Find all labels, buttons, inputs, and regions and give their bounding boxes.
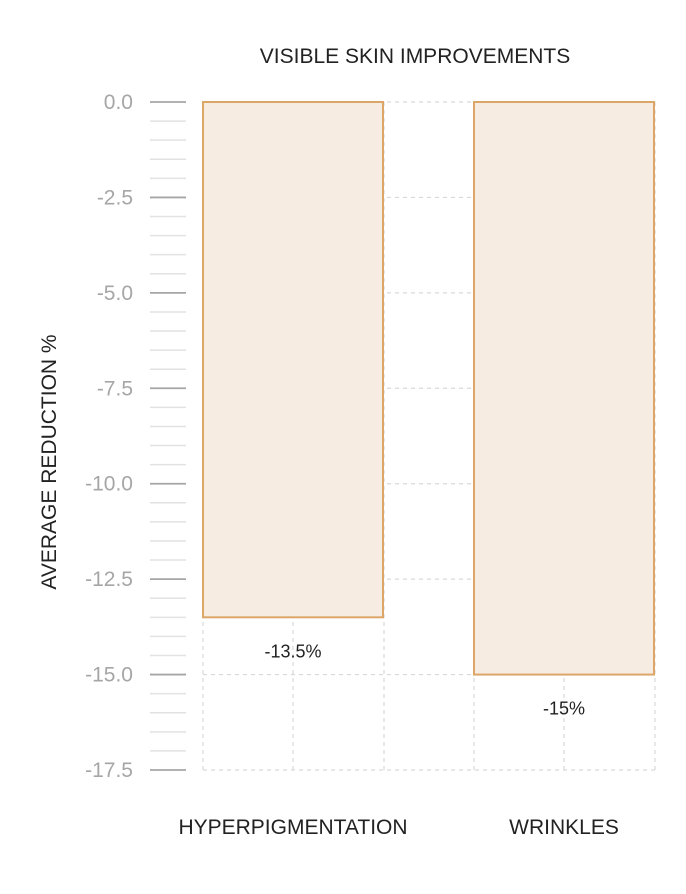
x-category-label: HYPERPIGMENTATION (178, 816, 407, 839)
y-tick-label: -12.5 (85, 568, 133, 591)
y-axis-label: AVERAGE REDUCTION % (38, 334, 61, 589)
y-tick-label: 0.0 (104, 91, 133, 114)
major-ticks: 0.0 -2.5 -5.0 -7.5 -10.0 -12.5 -15.0 -17.5 (85, 91, 186, 782)
bar (202, 101, 384, 619)
data-labels: -13.5% -15% (264, 641, 585, 718)
category-labels: HYPERPIGMENTATION WRINKLES (178, 816, 618, 839)
y-tick-label: -5.0 (97, 282, 133, 305)
data-label: -15% (543, 699, 585, 719)
y-tick-label: -7.5 (97, 377, 133, 400)
data-label: -13.5% (264, 641, 321, 661)
y-tick-label: -10.0 (85, 473, 133, 496)
chart-title: VISIBLE SKIN IMPROVEMENTS (260, 45, 570, 68)
x-category-label: WRINKLES (509, 816, 619, 839)
bar (473, 101, 655, 676)
bars (202, 101, 655, 676)
y-tick-label: -2.5 (97, 186, 133, 209)
y-tick-label: -17.5 (85, 759, 133, 782)
minor-ticks (150, 120, 186, 752)
y-tick-label: -15.0 (85, 664, 133, 687)
